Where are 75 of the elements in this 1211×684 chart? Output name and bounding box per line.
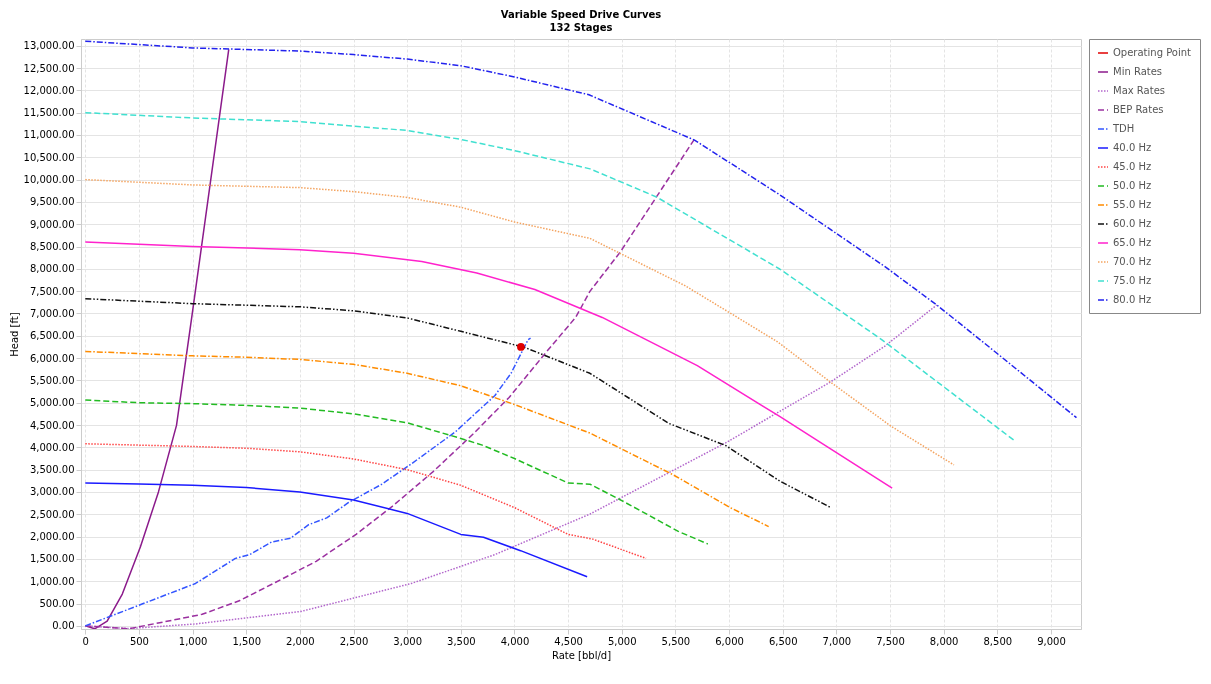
y-tick-label: 0.00	[52, 620, 75, 632]
x-tick-label: 3,500	[447, 635, 476, 647]
legend-label: 50.0 Hz	[1113, 180, 1152, 191]
legend-label: 65.0 Hz	[1113, 237, 1152, 248]
legend-label: 40.0 Hz	[1113, 142, 1152, 153]
y-tick-label: 12,000.00	[23, 84, 75, 96]
y-tick-label: 9,000.00	[29, 218, 75, 230]
line-series	[84, 111, 1016, 442]
legend-label: 80.0 Hz	[1113, 294, 1152, 305]
y-tick-label: 8,000.00	[29, 263, 75, 275]
y-tick-label: 11,500.00	[23, 107, 75, 119]
y-tick-label: 8,500.00	[29, 241, 75, 253]
y-tick-label: 6,500.00	[29, 330, 75, 342]
y-axis-title: Head [ft]	[8, 312, 20, 357]
line-series	[84, 443, 647, 560]
legend-label: 75.0 Hz	[1113, 275, 1152, 286]
line-series	[84, 178, 955, 466]
x-tick-label: 2,000	[286, 635, 315, 647]
legend-label: 60.0 Hz	[1113, 218, 1152, 229]
x-tick-label: 4,500	[554, 635, 583, 647]
line-series	[84, 337, 532, 627]
y-tick-label: 10,500.00	[23, 151, 75, 163]
x-tick-label: 7,500	[876, 635, 905, 647]
x-axis-title: Rate [bbl/d]	[551, 649, 612, 661]
x-tick-label: 5,500	[661, 635, 691, 647]
y-tick-label: 2,500.00	[29, 508, 75, 520]
line-series	[84, 138, 696, 629]
x-tick-label: 6,500	[768, 635, 798, 647]
legend-label: 55.0 Hz	[1113, 199, 1152, 210]
x-tick-label: 9,000	[1037, 635, 1066, 647]
legend-label: Max Rates	[1113, 85, 1165, 96]
chart-title: Variable Speed Drive Curves	[500, 8, 662, 20]
line-series	[84, 482, 588, 578]
y-tick-label: 1,000.00	[29, 575, 75, 587]
x-tick-label: 2,500	[339, 635, 369, 647]
y-tick-label: 9,500.00	[29, 196, 75, 208]
y-tick-label: 6,000.00	[29, 352, 75, 364]
line-series	[84, 297, 832, 509]
y-tick-label: 5,000.00	[29, 397, 75, 409]
legend-label: BEP Rates	[1113, 104, 1164, 115]
x-tick-label: 3,000	[393, 635, 422, 647]
legend-label: Operating Point	[1113, 47, 1192, 58]
line-series	[84, 40, 1078, 419]
legend-label: 45.0 Hz	[1113, 161, 1152, 172]
y-tick-label: 1,500.00	[29, 553, 75, 565]
x-tick-label: 1,000	[178, 635, 208, 647]
x-tick-label: 6,000	[715, 635, 744, 647]
x-tick-label: 1,500	[232, 635, 262, 647]
line-series	[84, 241, 893, 489]
x-tick-label: 8,500	[983, 635, 1013, 647]
y-tick-label: 4,500.00	[29, 419, 75, 431]
x-tick-label: 0	[82, 635, 89, 647]
y-tick-label: 13,000.00	[23, 40, 75, 52]
x-tick-label: 500	[129, 635, 149, 647]
y-tick-label: 4,000.00	[29, 441, 75, 453]
legend-label: TDH	[1112, 123, 1135, 134]
y-tick-label: 3,000.00	[29, 486, 75, 498]
y-tick-label: 2,000.00	[29, 531, 75, 543]
line-series	[84, 399, 709, 545]
y-tick-label: 3,500.00	[29, 464, 75, 476]
y-tick-label: 500.00	[39, 598, 75, 610]
y-tick-label: 7,000.00	[29, 307, 75, 319]
y-tick-label: 12,500.00	[23, 62, 75, 74]
x-tick-label: 7,000	[822, 635, 852, 647]
y-tick-label: 10,000.00	[23, 174, 75, 186]
x-tick-label: 4,000	[500, 635, 530, 647]
legend-label: Min Rates	[1113, 66, 1163, 77]
chart-subtitle: 132 Stages	[549, 21, 613, 33]
line-series	[84, 350, 770, 528]
y-tick-label: 7,500.00	[29, 285, 75, 297]
y-tick-label: 11,000.00	[23, 129, 75, 141]
y-tick-label: 5,500.00	[29, 374, 75, 386]
legend-label: 70.0 Hz	[1113, 256, 1152, 267]
x-tick-label: 8,000	[929, 635, 959, 647]
x-tick-label: 5,000	[607, 635, 637, 647]
